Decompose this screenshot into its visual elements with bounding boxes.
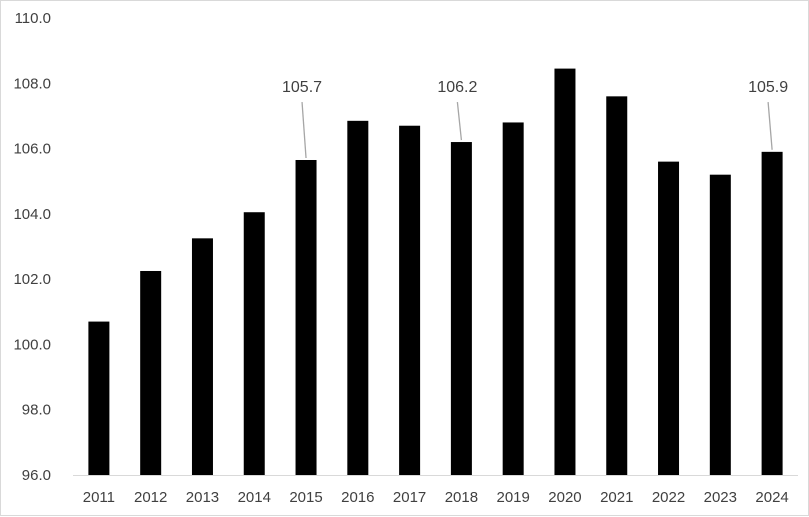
bar-2011 — [88, 321, 110, 475]
y-tick-label: 102.0 — [13, 271, 51, 288]
x-tick-label-2019: 2019 — [496, 489, 529, 506]
y-tick-label: 96.0 — [22, 467, 51, 484]
bar-2014 — [243, 212, 265, 475]
bar-2021 — [606, 96, 628, 475]
x-tick-label-2021: 2021 — [600, 489, 633, 506]
bar-2022 — [658, 161, 680, 475]
bar-2015 — [295, 159, 317, 475]
x-tick-label-2020: 2020 — [548, 489, 581, 506]
bar-2024 — [761, 151, 783, 476]
data-label-2015: 105.7 — [282, 79, 322, 96]
x-tick-label-2023: 2023 — [704, 489, 737, 506]
bar-2016 — [347, 120, 369, 475]
leader-line-2015 — [301, 101, 307, 159]
x-tick-label-2018: 2018 — [445, 489, 478, 506]
y-tick-label: 104.0 — [13, 206, 51, 223]
x-tick-label-2012: 2012 — [134, 489, 167, 506]
bar-2019 — [502, 122, 524, 475]
x-tick-label-2024: 2024 — [755, 489, 788, 506]
y-tick-label: 110.0 — [15, 10, 51, 27]
leader-line-2018 — [456, 101, 463, 141]
bar-2018 — [450, 142, 472, 476]
data-label-2018: 106.2 — [437, 79, 477, 96]
x-tick-label-2014: 2014 — [238, 489, 271, 506]
bar-2023 — [709, 174, 731, 475]
y-tick-label: 100.0 — [13, 336, 51, 353]
data-label-2024: 105.9 — [748, 79, 788, 96]
y-tick-label: 98.0 — [22, 402, 51, 419]
bar-2020 — [554, 68, 576, 475]
bar-2013 — [191, 238, 213, 475]
y-tick-label: 106.0 — [13, 141, 51, 158]
x-tick-label-2011: 2011 — [83, 489, 115, 506]
x-tick-label-2016: 2016 — [341, 489, 374, 506]
y-tick-label: 108.0 — [13, 75, 51, 92]
bar-2017 — [399, 125, 421, 475]
x-tick-label-2013: 2013 — [186, 489, 219, 506]
bar-2012 — [140, 270, 162, 475]
x-tick-label-2015: 2015 — [289, 489, 322, 506]
x-tick-label-2022: 2022 — [652, 489, 685, 506]
leader-line-2024 — [767, 101, 773, 150]
x-tick-label-2017: 2017 — [393, 489, 426, 506]
